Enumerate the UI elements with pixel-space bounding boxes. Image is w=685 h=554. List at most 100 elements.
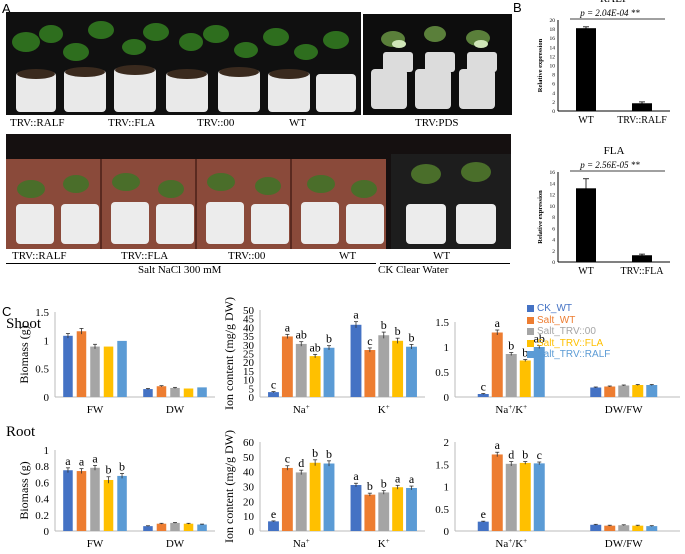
significance-letter: b bbox=[522, 448, 528, 462]
y-tick-label: 35 bbox=[243, 331, 255, 343]
bar bbox=[632, 525, 644, 531]
y-tick-label: 4 bbox=[552, 91, 555, 97]
bar bbox=[491, 332, 503, 397]
significance-letter: a bbox=[285, 320, 291, 334]
salt-group-line bbox=[6, 263, 376, 264]
p-value-annotation: p = 2.04E-04 ** bbox=[579, 8, 640, 18]
significance-letter: ab bbox=[534, 332, 545, 346]
y-tick-label: 10 bbox=[550, 64, 556, 70]
y-tick-label: 45 bbox=[243, 314, 255, 326]
bar bbox=[533, 347, 545, 397]
y-tick-label: 1 bbox=[444, 482, 450, 494]
y-tick-label: 0 bbox=[444, 392, 450, 404]
y-tick-label: 16 bbox=[550, 36, 556, 42]
panel-letter-b: B bbox=[513, 0, 522, 15]
x-tick-label: DW bbox=[166, 404, 185, 416]
photo-label-salt-wt: WT bbox=[339, 250, 357, 262]
significance-letter: c bbox=[537, 448, 542, 462]
bar bbox=[76, 331, 87, 397]
significance-letter: e bbox=[481, 507, 486, 521]
significance-letter: a bbox=[495, 316, 501, 330]
bar bbox=[519, 360, 531, 397]
ck-group-line bbox=[380, 263, 510, 264]
x-tick-label: DW bbox=[166, 538, 185, 550]
significance-letter: d bbox=[508, 448, 514, 462]
bar bbox=[590, 387, 602, 397]
y-tick-label: 0.2 bbox=[35, 510, 49, 522]
legend-label: Salt_TRV::RALF bbox=[537, 349, 611, 361]
photo-label-salt-trv-fla: TRV::FLA bbox=[121, 250, 169, 262]
ck-group-label: CK Clear Water bbox=[378, 264, 449, 276]
y-tick-label: 8 bbox=[552, 73, 555, 79]
y-tick-label: 1.5 bbox=[435, 459, 449, 471]
bar bbox=[117, 340, 127, 397]
legend-swatch bbox=[527, 305, 534, 313]
bar bbox=[618, 525, 630, 531]
y-tick-label: 8 bbox=[552, 215, 555, 221]
y-tick-label: 0.5 bbox=[435, 367, 449, 379]
y-tick-label: 2 bbox=[444, 437, 450, 449]
y-tick-label: 40 bbox=[243, 467, 255, 479]
photo-seedlings-pds bbox=[363, 14, 512, 115]
y-tick-label: 1.5 bbox=[35, 307, 49, 319]
significance-letter: c bbox=[481, 380, 486, 394]
bar bbox=[505, 463, 517, 531]
y-tick-label: 0.8 bbox=[35, 461, 49, 473]
x-tick-label: Na+ bbox=[293, 537, 310, 550]
significance-letter: e bbox=[271, 507, 276, 521]
x-tick-label: K+ bbox=[378, 537, 390, 550]
photo-label-ck-wt: WT bbox=[433, 250, 451, 262]
legend-swatch bbox=[527, 328, 534, 336]
legend-swatch bbox=[527, 339, 534, 347]
bar bbox=[295, 472, 307, 531]
y-tick-label: 16 bbox=[550, 170, 556, 176]
photo-seedlings-control bbox=[6, 12, 361, 115]
bar bbox=[309, 356, 321, 397]
significance-letter: b bbox=[326, 447, 332, 461]
p-value-annotation: p = 2.56E-05 ** bbox=[579, 160, 640, 170]
chart-fla-expression: FLA p = 2.56E-05 ** 0 2 4 6 8 10 12 14 16 Relative … bbox=[537, 145, 670, 277]
y-tick-label: 5 bbox=[249, 383, 255, 395]
y-axis-title: Ion content (mg/g DW) bbox=[222, 297, 236, 410]
photo-label-salt-trv-ralf: TRV::RALF bbox=[12, 250, 67, 262]
significance-letter: a bbox=[353, 469, 359, 483]
y-tick-label: 6 bbox=[552, 82, 555, 88]
y-tick-label: 4 bbox=[552, 238, 555, 244]
y-tick-label: 1 bbox=[44, 335, 50, 347]
significance-letter: a bbox=[495, 438, 501, 452]
y-tick-label: 12 bbox=[550, 193, 556, 199]
bar bbox=[632, 103, 652, 111]
bar bbox=[103, 346, 114, 397]
legend-item: Salt_TRV::RALF bbox=[527, 349, 610, 361]
y-axis-title: Relative expression bbox=[537, 190, 544, 244]
bar bbox=[604, 386, 616, 397]
bar bbox=[143, 526, 153, 531]
x-tick-label: K+ bbox=[378, 403, 390, 416]
bar bbox=[491, 454, 503, 531]
y-axis-title: Relative expression bbox=[537, 38, 544, 92]
panel-letter-c: C bbox=[2, 304, 12, 319]
y-tick-label: 1 bbox=[444, 342, 450, 354]
x-tick-label: Na+ bbox=[293, 403, 310, 416]
panel-letter-a: A bbox=[2, 1, 11, 16]
significance-letter: a bbox=[353, 308, 359, 322]
y-tick-label: 50 bbox=[243, 452, 255, 464]
significance-letter: b bbox=[409, 330, 415, 344]
significance-letter: b bbox=[381, 318, 387, 332]
bar bbox=[183, 523, 194, 531]
y-tick-label: 10 bbox=[243, 511, 255, 523]
bar bbox=[63, 470, 73, 531]
significance-letter: a bbox=[395, 471, 401, 485]
bar bbox=[268, 521, 279, 531]
y-tick-label: 60 bbox=[243, 437, 255, 449]
legend-label: Salt_WT bbox=[537, 314, 576, 326]
y-tick-label: 10 bbox=[550, 204, 556, 210]
y-tick-label: 0 bbox=[44, 392, 50, 404]
bar bbox=[392, 340, 404, 397]
bar bbox=[90, 346, 100, 397]
y-tick-label: 1.5 bbox=[435, 317, 449, 329]
y-tick-label: 25 bbox=[243, 349, 255, 361]
y-tick-label: 0.4 bbox=[35, 494, 49, 506]
